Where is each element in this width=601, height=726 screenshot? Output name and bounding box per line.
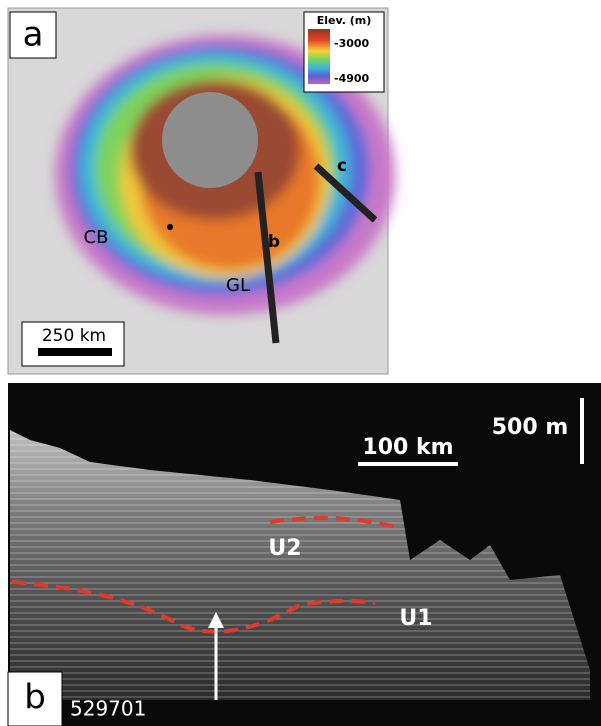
- panel-label: a: [23, 15, 44, 55]
- panel-label: b: [24, 678, 46, 718]
- legend-low: -4900: [334, 72, 370, 85]
- panel-b: U2 U1 500 m 100 km b 529701: [8, 383, 601, 726]
- legend-title: Elev. (m): [317, 14, 372, 27]
- place-label: GL: [226, 275, 250, 296]
- vertical-scale-label: 500 m: [492, 415, 569, 440]
- place-label: CB: [84, 227, 109, 248]
- panel-a: a Elev. (m) -3000 -4900 CB GL b c 250 km: [8, 8, 395, 374]
- figure: a Elev. (m) -3000 -4900 CB GL b c 250 km…: [0, 0, 601, 726]
- page: {"panel_a": {"label": "a", "legend": {"t…: [0, 0, 601, 726]
- site-marker: [167, 224, 173, 230]
- track-id: 529701: [70, 697, 146, 721]
- color-bar: [308, 29, 330, 84]
- unit-label: U2: [268, 536, 301, 561]
- scale-bar: [38, 348, 112, 356]
- horizontal-scale-label: 100 km: [362, 435, 453, 460]
- scale-label: 250 km: [42, 326, 106, 346]
- unit-label: U1: [399, 606, 432, 631]
- legend-high: -3000: [334, 37, 370, 50]
- polar-cap: [162, 92, 258, 188]
- track-label: b: [268, 232, 280, 252]
- track-label: c: [337, 156, 347, 176]
